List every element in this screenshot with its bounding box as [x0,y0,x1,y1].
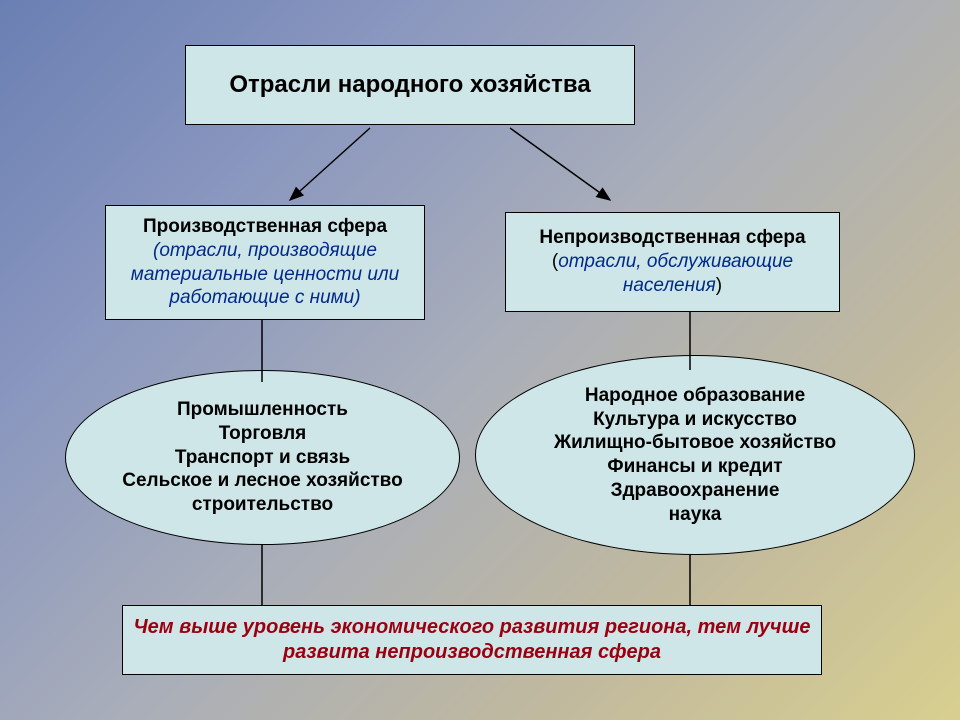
list-item: строительство [192,493,333,517]
list-item: Транспорт и связь [175,446,350,470]
right-branch-title: Непроизводственная сфера [539,226,805,250]
list-item: Торговля [219,422,306,446]
list-item: Жилищно-бытовое хозяйство [554,431,836,455]
right-branch-ellipse: Народное образование Культура и искусств… [475,355,915,555]
footer-text: Чем выше уровень экономического развития… [123,615,821,665]
list-item: Народное образование [585,384,805,408]
list-item: наука [669,503,722,527]
list-item: Промышленность [177,398,348,422]
left-branch-box: Производственная сфера (отрасли, произво… [105,205,425,320]
list-item: Сельское и лесное хозяйство [122,469,402,493]
left-branch-title: Производственная сфера [143,215,387,239]
right-branch-box: Непроизводственная сфера (отрасли, обслу… [505,212,840,312]
title-box: Отрасли народного хозяйства [185,45,635,125]
diagram-canvas: Отрасли народного хозяйства Производстве… [0,0,960,720]
list-item: Здравоохранение [611,479,780,503]
title-text: Отрасли народного хозяйства [229,70,590,100]
right-branch-subtitle: (отрасли, обслуживающие населения) [506,250,839,298]
footer-box: Чем выше уровень экономического развития… [122,605,822,675]
left-branch-ellipse: Промышленность Торговля Транспорт и связ… [65,370,460,545]
list-item: Культура и искусство [593,408,797,432]
list-item: Финансы и кредит [607,455,782,479]
left-branch-subtitle: (отрасли, производящие материальные ценн… [106,239,424,310]
